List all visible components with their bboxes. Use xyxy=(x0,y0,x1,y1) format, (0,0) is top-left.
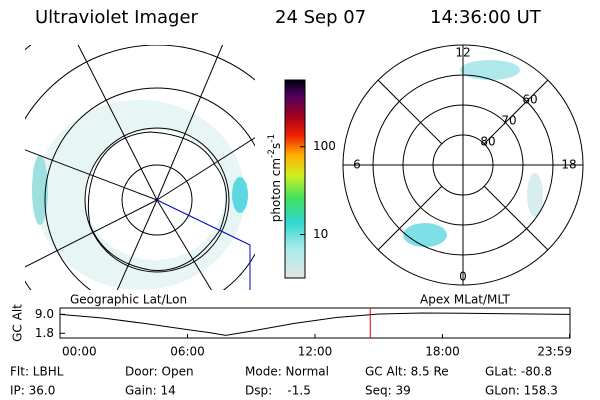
date: 24 Sep 07 xyxy=(275,7,366,28)
x-tick-label: 23:59 xyxy=(537,345,572,359)
mlt-line xyxy=(377,79,443,145)
info-field: GLon: 158.3 xyxy=(485,384,558,398)
geo-map xyxy=(25,45,255,290)
colorbar xyxy=(284,79,306,279)
x-tick-label: 06:00 xyxy=(170,345,205,359)
info-field: Dsp: -1.5 xyxy=(245,384,311,398)
info-field: GLat: -80.8 xyxy=(485,365,552,379)
mlt-label: 12 xyxy=(455,46,470,60)
alt-plot: GC Alt 9.0 1.8 00:00 06:00 12:00 18:00 23:59 xyxy=(11,304,573,359)
mlt-line xyxy=(483,185,549,251)
y-axis-label: GC Alt xyxy=(11,304,25,342)
polar-aurora xyxy=(403,60,543,247)
mlt-line xyxy=(483,79,549,145)
x-tick-label: 12:00 xyxy=(298,345,333,359)
lat-label: 80 xyxy=(480,135,495,149)
info-field: Seq: 39 xyxy=(365,384,411,398)
mlt-label: 6 xyxy=(353,158,361,172)
info-field: Mode: Normal xyxy=(245,365,329,379)
info-field: Door: Open xyxy=(125,365,194,379)
alt-line xyxy=(59,312,570,336)
y-tick-label: 9.0 xyxy=(35,307,54,321)
info-field: IP: 36.0 xyxy=(10,384,55,398)
map-label: Apex MLat/MLT xyxy=(420,293,510,307)
mlt-label: 18 xyxy=(561,158,576,172)
x-tick-label: 18:00 xyxy=(425,345,460,359)
colorbar-tick-label: 100 xyxy=(313,139,336,153)
mlt-label: 0 xyxy=(459,270,467,284)
x-tick-label: 00:00 xyxy=(62,345,97,359)
title: Ultraviolet Imager xyxy=(35,7,199,28)
time: 14:36:00 UT xyxy=(430,7,542,28)
lat-label: 70 xyxy=(501,114,516,128)
y-tick-label: 1.8 xyxy=(35,326,54,340)
colorbar-tick-label: 10 xyxy=(313,227,328,241)
info-field: Gain: 14 xyxy=(125,384,176,398)
info-field: GC Alt: 8.5 Re xyxy=(365,365,449,379)
colorbar-label: photon cm-2s-1 xyxy=(267,134,283,223)
mlt-line xyxy=(377,185,443,251)
lat-label: 60 xyxy=(522,93,537,107)
info-field: Flt: LBHL xyxy=(10,365,64,379)
map-label: Geographic Lat/Lon xyxy=(70,293,187,307)
info: Flt: LBHL Door: Open Mode: Normal GC Alt: 8… xyxy=(10,365,558,398)
plot-frame xyxy=(59,307,571,339)
